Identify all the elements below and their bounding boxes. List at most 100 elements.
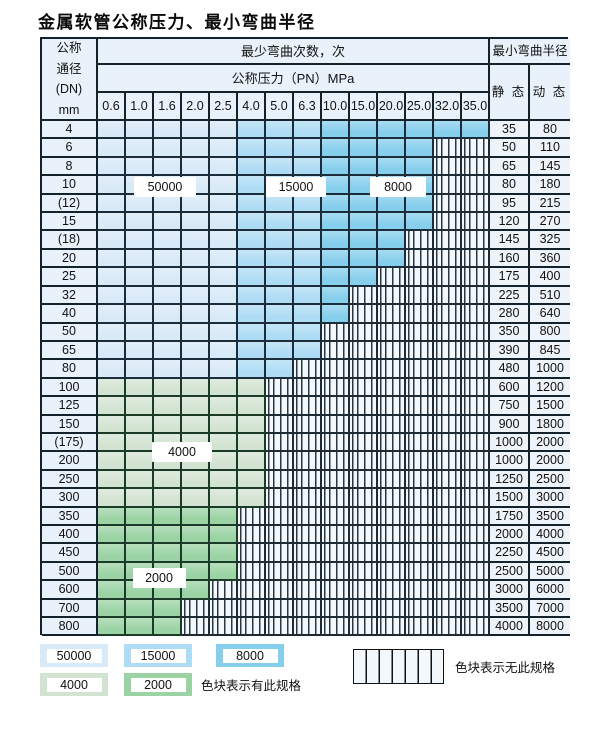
cell-dn40-pn0.6 xyxy=(98,305,126,324)
cell-none-dn450-pn25.0 xyxy=(406,544,434,563)
static-dn50: 350 xyxy=(490,323,530,342)
header-pn-32.0: 32.0 xyxy=(434,93,462,121)
cell-dn600-pn0.6 xyxy=(98,581,126,600)
cell-dn10-pn4.0 xyxy=(238,176,266,195)
cell-none-dn150-pn32.0 xyxy=(434,415,462,434)
cell-none-dn400-pn32.0 xyxy=(434,526,462,545)
cell-dn4-pn1.6 xyxy=(154,121,182,140)
cell-text: 公称压力（PN）MPa xyxy=(231,70,355,86)
cell-none-dn15-pn35.0 xyxy=(462,213,490,232)
static-dn8: 65 xyxy=(490,157,530,177)
cell-dn(12)-pn15.0 xyxy=(350,194,378,214)
cycle-label-50000: 50000 xyxy=(134,177,196,197)
cell-none-dn450-pn32.0 xyxy=(434,544,462,563)
static-dn300: 1500 xyxy=(490,489,530,508)
cell-dn250-pn1.0 xyxy=(126,470,154,490)
cell-dn15-pn25.0 xyxy=(406,213,434,232)
cell-text: 110 xyxy=(540,140,560,155)
cell-dn(12)-pn5.0 xyxy=(266,194,294,214)
header-pn-2.5: 2.5 xyxy=(210,93,238,121)
cell-none-dn400-pn10.0 xyxy=(322,526,350,545)
cell-none-dn50-pn32.0 xyxy=(434,323,462,342)
cell-dn80-pn0.6 xyxy=(98,360,126,379)
cell-dn25-pn6.3 xyxy=(294,268,322,287)
dn-50: 50 xyxy=(42,323,98,342)
cell-none-dn20-pn35.0 xyxy=(462,249,490,269)
header-static: 静 态 xyxy=(490,65,530,121)
cell-none-dn700-pn4.0 xyxy=(238,599,266,619)
cell-none-dn500-pn5.0 xyxy=(266,562,294,582)
header-pn-2.0: 2.0 xyxy=(182,93,210,121)
dn-20: 20 xyxy=(42,249,98,269)
cell-none-dn300-pn20.0 xyxy=(378,489,406,508)
cell-none-dn600-pn20.0 xyxy=(378,581,406,600)
static-dn400: 2000 xyxy=(490,526,530,545)
cell-dn8-pn1.6 xyxy=(154,157,182,177)
cell-dn20-pn2.0 xyxy=(182,249,210,269)
static-dn450: 2250 xyxy=(490,544,530,563)
cell-text: 10 xyxy=(62,177,76,192)
cell-none-dn(175)-pn5.0 xyxy=(266,433,294,453)
cell-text: 125 xyxy=(58,398,80,413)
cell-dn25-pn4.0 xyxy=(238,268,266,287)
cell-none-dn80-pn32.0 xyxy=(434,360,462,379)
cell-none-dn600-pn32.0 xyxy=(434,581,462,600)
cell-dn80-pn2.0 xyxy=(182,360,210,379)
cell-text: 750 xyxy=(498,398,520,413)
cell-none-dn(175)-pn20.0 xyxy=(378,433,406,453)
dynamic-dn150: 1800 xyxy=(530,415,570,434)
dn-250: 250 xyxy=(42,470,98,490)
dynamic-dn200: 2000 xyxy=(530,452,570,471)
cell-dn4-pn25.0 xyxy=(406,121,434,140)
cell-none-dn800-pn25.0 xyxy=(406,618,434,637)
cell-dn65-pn1.0 xyxy=(126,341,154,361)
cell-dn125-pn4.0 xyxy=(238,397,266,416)
cell-none-dn350-pn5.0 xyxy=(266,507,294,527)
cell-text: 20.0 xyxy=(378,98,404,113)
cell-dn15-pn5.0 xyxy=(266,213,294,232)
static-dn800: 4000 xyxy=(490,618,530,637)
cell-dn(18)-pn15.0 xyxy=(350,231,378,250)
legend-swatch-label: 2000 xyxy=(130,677,186,692)
cell-none-dn65-pn25.0 xyxy=(406,341,434,361)
static-dn20: 160 xyxy=(490,249,530,269)
dn-4: 4 xyxy=(42,121,98,140)
cell-text: 390 xyxy=(498,342,520,357)
header-pn-1.0: 1.0 xyxy=(126,93,154,121)
cell-dn100-pn1.6 xyxy=(154,378,182,398)
cell-dn32-pn2.0 xyxy=(182,286,210,306)
cell-none-dn100-pn25.0 xyxy=(406,378,434,398)
dynamic-dn80: 1000 xyxy=(530,360,570,379)
cell-none-dn150-pn35.0 xyxy=(462,415,490,434)
cell-none-dn800-pn10.0 xyxy=(322,618,350,637)
legend-swatch-2000: 2000 xyxy=(124,673,192,696)
cell-text: 2250 xyxy=(495,545,523,560)
cell-none-dn400-pn5.0 xyxy=(266,526,294,545)
cell-dn400-pn2.0 xyxy=(182,526,210,545)
cell-text: 225 xyxy=(498,287,520,302)
cell-text: 40 xyxy=(62,306,76,321)
cell-text: 350 xyxy=(58,508,80,523)
header-pn-10.0: 10.0 xyxy=(322,93,350,121)
dn-700: 700 xyxy=(42,599,98,619)
cell-dn125-pn2.0 xyxy=(182,397,210,416)
cell-dn4-pn10.0 xyxy=(322,121,350,140)
cell-text: 80 xyxy=(502,177,516,192)
dynamic-dn25: 400 xyxy=(530,268,570,287)
dn-(18): (18) xyxy=(42,231,98,250)
cell-none-dn20-pn25.0 xyxy=(406,249,434,269)
header-dn: 公称 通径 (DN) mm xyxy=(42,39,98,121)
cycle-label-15000: 15000 xyxy=(266,177,326,197)
dynamic-dn8: 145 xyxy=(530,157,570,177)
cell-dn400-pn2.5 xyxy=(210,526,238,545)
cell-text: 4500 xyxy=(536,545,564,560)
dynamic-dn700: 7000 xyxy=(530,599,570,619)
cell-none-dn600-pn35.0 xyxy=(462,581,490,600)
cell-dn(175)-pn2.5 xyxy=(210,433,238,453)
cell-dn450-pn2.5 xyxy=(210,544,238,563)
cell-none-dn700-pn20.0 xyxy=(378,599,406,619)
cell-dn6-pn2.5 xyxy=(210,139,238,158)
cell-dn(18)-pn1.0 xyxy=(126,231,154,250)
cell-dn6-pn25.0 xyxy=(406,139,434,158)
cell-dn200-pn2.5 xyxy=(210,452,238,471)
